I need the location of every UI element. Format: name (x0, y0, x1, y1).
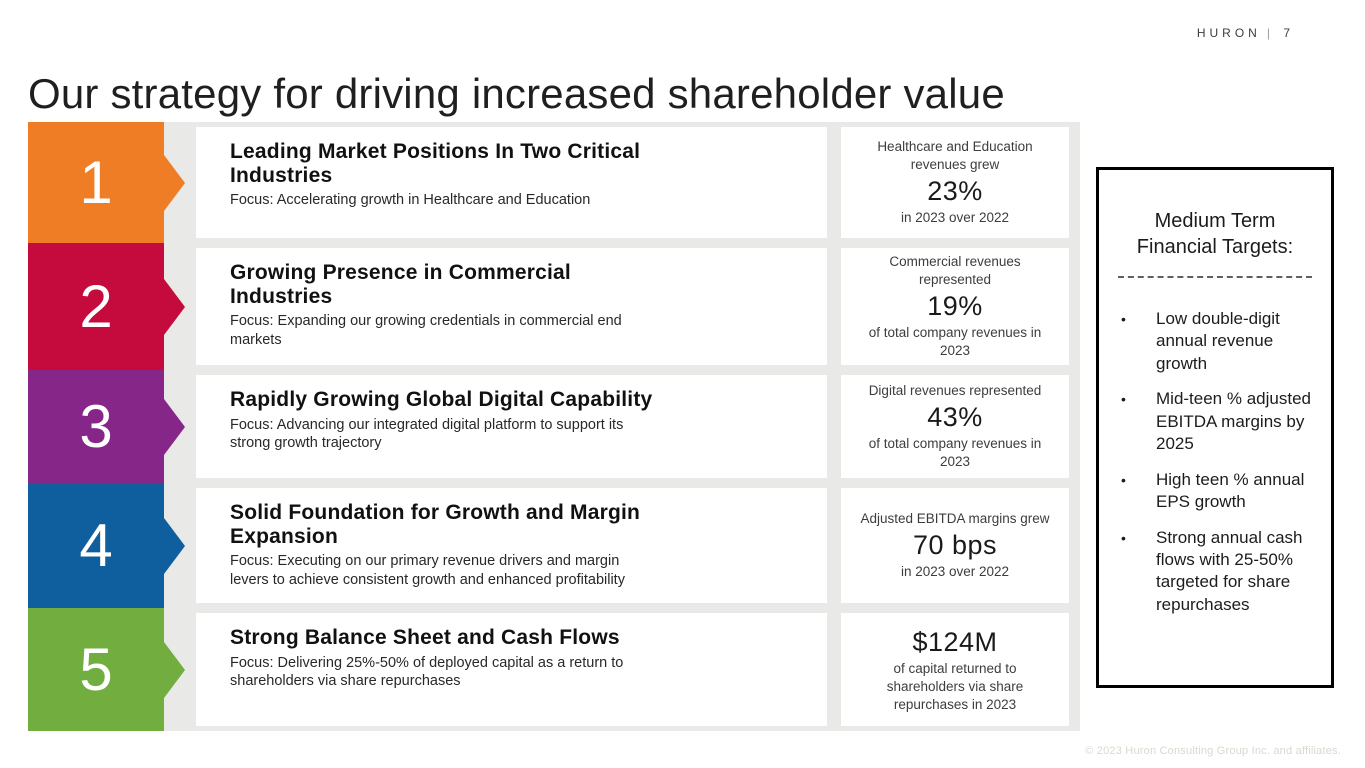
stat-description-top: Digital revenues represented (868, 383, 1042, 399)
step-number-badge-4: 4 (28, 483, 185, 608)
step-number-2: 2 (79, 272, 113, 340)
step-row-1: 1 Leading Market Positions In Two Critic… (28, 122, 1080, 243)
stat-description-bottom: of capital returned to shareholders via … (886, 661, 1024, 712)
step-number-1: 1 (79, 148, 113, 216)
page-number: 7 (1283, 26, 1294, 40)
arrow-right-icon (164, 154, 185, 211)
bullet-icon: • (1121, 311, 1126, 327)
brand-logo-text: HURON (1196, 26, 1261, 40)
step-row-4: 4 Solid Foundation for Growth and Margin… (28, 483, 1080, 608)
step-card-1: Leading Market Positions In Two Critical… (196, 127, 827, 238)
arrow-right-icon (164, 517, 185, 574)
step-row-5: 5 Strong Balance Sheet and Cash Flows Fo… (28, 608, 1080, 731)
header-separator: | (1266, 26, 1274, 40)
step-number-badge-2: 2 (28, 243, 185, 370)
stat-description-bottom: in 2023 over 2022 (900, 564, 1010, 580)
step-heading-2: Growing Presence in Commercial Industrie… (230, 261, 571, 308)
stat-card-2: Commercial revenues represented 19% of t… (841, 248, 1069, 365)
stat-description-top: Adjusted EBITDA margins grew (860, 511, 1050, 527)
targets-list: • Low double-digit annual revenue growth… (1116, 308, 1314, 616)
bullet-icon: • (1121, 471, 1126, 488)
step-heading-3: Rapidly Growing Global Digital Capabilit… (230, 388, 653, 411)
target-item: • Mid-teen % adjusted EBITDA margins by … (1116, 388, 1314, 455)
step-card-5: Strong Balance Sheet and Cash Flows Focu… (196, 613, 827, 726)
target-item-text: Mid-teen % adjusted EBITDA margins by 20… (1156, 389, 1311, 454)
financial-targets-panel: Medium Term Financial Targets: • Low dou… (1096, 167, 1334, 688)
step-heading-4: Solid Foundation for Growth and Margin E… (230, 501, 641, 548)
arrow-right-icon (164, 398, 185, 455)
brand-header: HURON | 7 (1197, 26, 1294, 40)
slide-title: Our strategy for driving increased share… (28, 70, 1005, 118)
bullet-icon: • (1121, 391, 1126, 408)
stat-description-bottom: of total company revenues in 2023 (868, 436, 1042, 469)
arrow-right-icon (164, 278, 185, 335)
stat-value: 43% (927, 402, 983, 433)
stat-card-3: Digital revenues represented 43% of tota… (841, 375, 1069, 478)
step-card-2: Growing Presence in Commercial Industrie… (196, 248, 827, 365)
footer-copyright: © 2023 Huron Consulting Group Inc. and a… (1085, 745, 1341, 757)
arrow-right-icon (164, 641, 185, 698)
stat-value: 19% (927, 290, 983, 321)
step-focus-3: Focus: Advancing our integrated digital … (230, 416, 624, 452)
target-item-text: Low double-digit annual revenue growth (1156, 309, 1280, 373)
dashed-divider (1118, 276, 1312, 278)
stat-value: 23% (927, 175, 983, 206)
target-item: • Strong annual cash flows with 25-50% t… (1116, 527, 1314, 617)
step-card-4: Solid Foundation for Growth and Margin E… (196, 488, 827, 603)
step-number-badge-1: 1 (28, 122, 185, 243)
step-heading-1: Leading Market Positions In Two Critical… (230, 140, 641, 187)
target-item: • Low double-digit annual revenue growth (1116, 308, 1314, 375)
stat-description-bottom: in 2023 over 2022 (900, 209, 1010, 225)
stat-description-top: Commercial revenues represented (889, 254, 1021, 288)
step-heading-5: Strong Balance Sheet and Cash Flows (230, 626, 620, 649)
step-number-badge-5: 5 (28, 608, 185, 731)
stat-value: 70 bps (912, 529, 998, 560)
stat-card-4: Adjusted EBITDA margins grew 70 bps in 2… (841, 488, 1069, 603)
step-row-2: 2 Growing Presence in Commercial Industr… (28, 243, 1080, 370)
step-focus-2: Focus: Expanding our growing credentials… (230, 313, 622, 348)
stat-description-bottom: of total company revenues in 2023 (868, 325, 1042, 358)
step-card-3: Rapidly Growing Global Digital Capabilit… (196, 375, 827, 478)
step-row-3: 3 Rapidly Growing Global Digital Capabil… (28, 370, 1080, 483)
step-number-badge-3: 3 (28, 370, 185, 483)
stat-value: $124M (912, 627, 998, 658)
bullet-icon: • (1121, 529, 1126, 546)
target-item-text: Strong annual cash flows with 25-50% tar… (1156, 527, 1303, 614)
target-item: • High teen % annual EPS growth (1116, 469, 1314, 514)
target-item-text: High teen % annual EPS growth (1156, 469, 1305, 512)
step-number-4: 4 (79, 511, 113, 579)
step-focus-4: Focus: Executing on our primary revenue … (230, 553, 625, 588)
stat-card-5: $124M of capital returned to shareholder… (841, 613, 1069, 726)
step-focus-5: Focus: Delivering 25%-50% of deployed ca… (230, 654, 624, 690)
targets-panel-title: Medium Term Financial Targets: (1136, 210, 1294, 258)
step-number-5: 5 (79, 635, 113, 703)
step-number-3: 3 (79, 392, 113, 460)
strategy-steps-container: 1 Leading Market Positions In Two Critic… (28, 122, 1080, 731)
step-focus-1: Focus: Accelerating growth in Healthcare… (230, 192, 591, 209)
stat-description-top: Healthcare and Education revenues grew (877, 139, 1033, 173)
stat-card-1: Healthcare and Education revenues grew 2… (841, 127, 1069, 238)
